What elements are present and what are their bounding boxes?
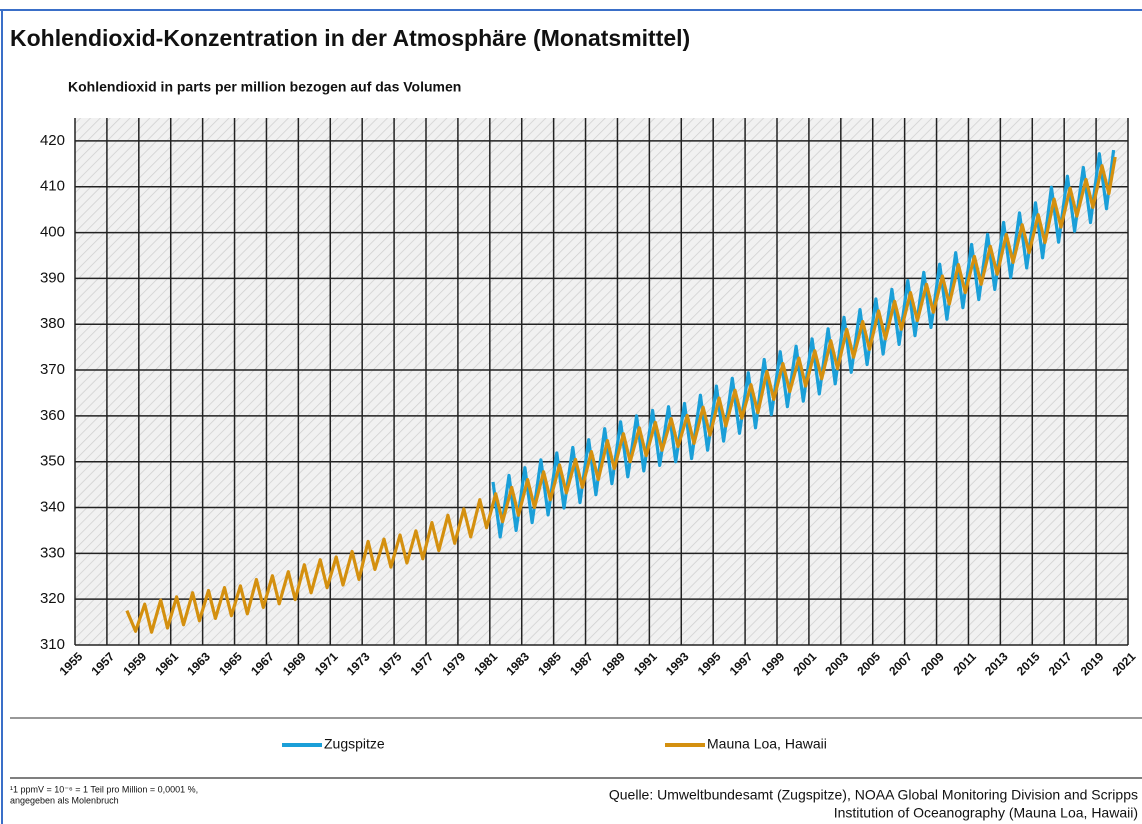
x-tick-label: 2011	[951, 649, 980, 678]
y-tick-label: 320	[40, 590, 65, 607]
series-line	[491, 149, 1116, 539]
x-tick-label: 1983	[503, 649, 532, 678]
x-tick-label: 2021	[1110, 649, 1139, 678]
x-tick-label: 1959	[120, 649, 149, 678]
x-tick-label: 1999	[759, 649, 788, 678]
y-tick-label: 410	[40, 178, 65, 195]
x-tick-label: 2001	[790, 649, 819, 678]
x-tick-label: 1993	[663, 649, 692, 678]
footnote: angegeben als Molenbruch	[10, 795, 119, 805]
y-tick-label: 380	[40, 315, 65, 332]
x-tick-label: 2019	[1078, 649, 1107, 678]
x-tick-label: 1957	[88, 649, 117, 678]
x-tick-label: 1987	[567, 649, 596, 678]
x-tick-label: 1985	[535, 649, 564, 678]
x-tick-label: 1979	[439, 649, 468, 678]
legend-label: Zugspitze	[324, 736, 385, 752]
y-tick-label: 310	[40, 636, 65, 653]
footnote: ¹1 ppmV = 10⁻⁶ = 1 Teil pro Million = 0,…	[10, 784, 198, 794]
chart-title: Kohlendioxid-Konzentration in der Atmosp…	[10, 25, 690, 51]
x-tick-label: 2015	[1014, 649, 1043, 678]
x-tick-label: 1963	[184, 649, 213, 678]
y-tick-label: 400	[40, 224, 65, 241]
x-tick-label: 1971	[312, 649, 341, 678]
legend-label: Mauna Loa, Hawaii	[707, 736, 827, 752]
y-tick-label: 340	[40, 498, 65, 515]
x-tick-label: 2017	[1046, 649, 1075, 678]
y-tick-label: 390	[40, 269, 65, 286]
x-tick-label: 1965	[216, 649, 245, 678]
x-tick-label: 1989	[599, 649, 628, 678]
series-line	[125, 156, 1117, 634]
source: Quelle: Umweltbundesamt (Zugspitze), NOA…	[609, 787, 1138, 803]
x-tick-label: 2013	[982, 649, 1011, 678]
x-tick-label: 1961	[152, 649, 181, 678]
x-tick-label: 1955	[57, 649, 86, 678]
x-tick-label: 1991	[631, 649, 660, 678]
x-tick-label: 1967	[248, 649, 277, 678]
y-tick-label: 360	[40, 407, 65, 424]
x-tick-label: 1977	[408, 649, 437, 678]
y-tick-label: 330	[40, 544, 65, 561]
y-tick-label: 350	[40, 453, 65, 470]
x-tick-label: 1973	[344, 649, 373, 678]
x-tick-label: 1995	[695, 649, 724, 678]
x-tick-label: 1997	[727, 649, 756, 678]
plot-area	[75, 118, 1128, 645]
y-tick-label: 420	[40, 132, 65, 149]
x-tick-label: 1975	[376, 649, 405, 678]
x-tick-label: 1969	[280, 649, 309, 678]
x-tick-label: 2003	[822, 649, 851, 678]
chart-subtitle: Kohlendioxid in parts per million bezoge…	[68, 79, 461, 95]
y-tick-label: 370	[40, 361, 65, 378]
x-tick-label: 1981	[471, 649, 500, 678]
x-tick-label: 2009	[918, 649, 947, 678]
x-tick-label: 2005	[854, 649, 883, 678]
source: Institution of Oceanography (Mauna Loa, …	[834, 805, 1138, 821]
x-tick-label: 2007	[886, 649, 915, 678]
